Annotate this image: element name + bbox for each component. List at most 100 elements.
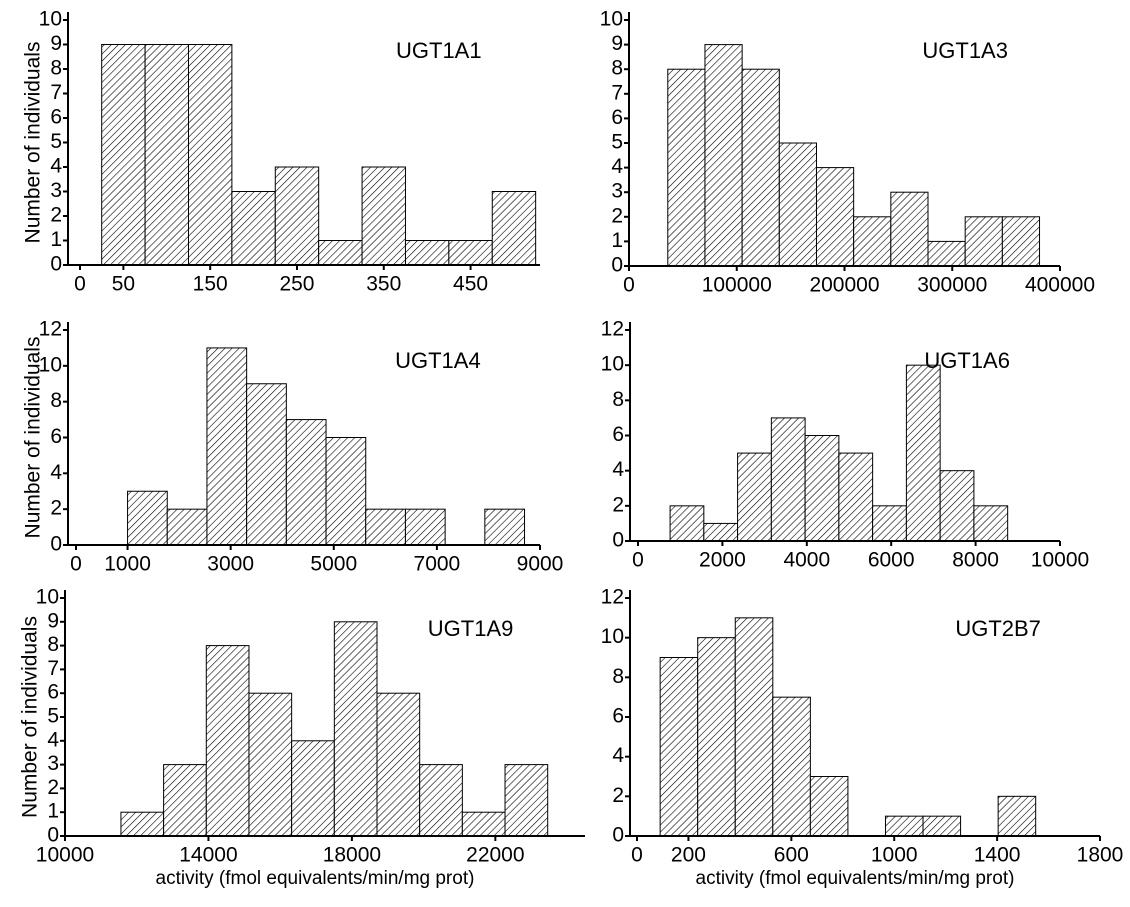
y-tick-label: 3 [611,180,623,203]
bar [973,505,1009,542]
y-tick-label: 2 [47,776,59,799]
y-tick-label: 8 [47,633,59,656]
bar [120,811,165,837]
bar [890,191,929,267]
y-tick-label: 6 [50,425,62,448]
bar [248,692,293,837]
x-tick-label: 7000 [414,553,461,576]
x-tick-label: 1800 [1077,844,1124,867]
bar [939,470,975,542]
bar [448,240,493,266]
x-tick-label: 14000 [179,844,237,867]
y-tick-label: 12 [601,586,624,609]
x-tick-label: 1400 [974,844,1021,867]
bar [404,240,450,266]
bar [318,240,363,266]
y-tick-label: 2 [612,493,624,516]
bar [461,811,506,837]
y-tick-label: 4 [50,155,62,178]
bar [905,364,941,542]
bar [291,740,335,837]
y-tick-label: 1 [47,800,59,823]
x-tick-label: 600 [774,844,809,867]
bar [872,505,907,542]
bar [884,815,924,837]
bar [187,44,233,266]
y-tick-label: 0 [611,254,623,277]
y-tick-label: 10 [601,353,624,376]
bar [101,44,146,266]
y-tick-label: 6 [612,423,624,446]
bar [231,191,276,266]
y-tick-label: 2 [50,497,62,520]
y-tick-label: 6 [50,106,62,129]
bar [404,508,446,546]
bar [853,216,892,267]
x-tick-label: 350 [366,273,401,296]
bar [205,645,250,837]
y-tick-label: 0 [50,253,62,276]
bar [127,490,168,546]
bar [922,815,962,837]
bar [163,764,207,837]
bar [809,776,849,837]
y-tick-label: 4 [612,458,624,481]
bar [274,166,320,266]
bar [778,142,817,267]
x-tick-label: 300000 [917,274,987,297]
y-tick-label: 2 [612,784,624,807]
bar [285,419,327,546]
bar [361,166,406,266]
y-tick-label: 2 [611,204,623,227]
bar [419,764,463,837]
bar [504,764,549,837]
y-tick-label: 3 [50,179,62,202]
y-tick-label: 4 [612,744,624,767]
x-tick-label: 50 [112,273,135,296]
y-tick-label: 4 [47,728,59,751]
x-tick-label: 10000 [1031,549,1089,572]
y-tick-label: 5 [50,130,62,153]
y-tick-label: 8 [611,57,623,80]
y-tick-label: 9 [50,32,62,55]
bar [365,508,406,546]
bar [491,191,537,266]
panel-title: UGT1A6 [924,348,1010,373]
x-tick-label: 250 [279,273,314,296]
bar [741,68,780,267]
x-tick-label: 22000 [466,844,524,867]
bar [734,617,774,837]
y-axis-label: Number of individuals [22,42,45,244]
y-tick-label: 0 [612,529,624,552]
y-tick-label: 7 [611,81,623,104]
bar [770,417,806,542]
y-tick-label: 7 [47,657,59,680]
y-tick-label: 1 [50,228,62,251]
y-tick-label: 0 [50,533,62,556]
y-tick-label: 4 [50,461,62,484]
y-tick-label: 4 [611,155,623,178]
bar [838,452,874,542]
y-tick-label: 2 [50,204,62,227]
panel-title: UGT1A3 [922,38,1008,63]
y-tick-label: 9 [47,609,59,632]
x-tick-label: 18000 [323,844,381,867]
x-tick-label: 10000 [36,844,94,867]
bar [669,505,705,542]
x-tick-label: 8000 [952,549,999,572]
y-tick-label: 8 [50,389,62,412]
y-tick-label: 6 [611,106,623,129]
bar [144,44,189,266]
y-tick-label: 8 [50,57,62,80]
panel-title: UGT2B7 [955,616,1041,641]
x-tick-label: 5000 [310,553,357,576]
bar [815,167,855,267]
y-tick-label: 10 [600,8,623,31]
x-tick-label: 6000 [868,549,915,572]
x-tick-label: 200000 [809,274,879,297]
bar [1001,216,1041,267]
y-tick-label: 9 [611,32,623,55]
bar [325,437,367,546]
bar [804,435,840,542]
